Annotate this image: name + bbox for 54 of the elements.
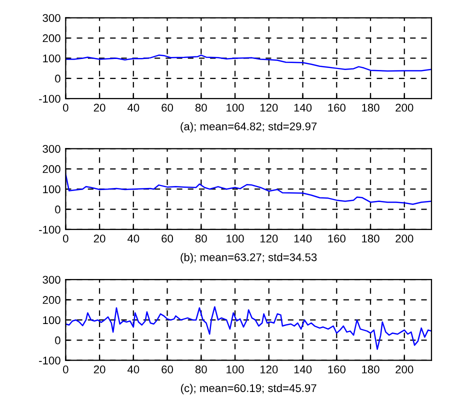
x-tick-label: 60 [162,104,174,112]
x-tick-label: 60 [162,234,174,243]
x-tick-label: 20 [94,104,106,112]
x-tick-label: 0 [63,366,68,374]
x-tick-label: 20 [94,234,106,243]
x-tick-label: 140 [294,104,312,112]
y-tick-label: 100 [43,185,60,194]
x-tick-label: 120 [260,366,278,374]
x-tick-label: 100 [226,366,244,374]
y-tick-label: 100 [43,54,60,62]
y-tick-label: 0 [55,74,60,83]
y-tick-label: 200 [42,34,60,42]
x-tick-label: 180 [362,234,380,243]
x-tick-label: 140 [294,366,312,374]
x-tick-label: 200 [396,234,414,243]
y-tick-label: -100 [39,356,60,364]
x-tick-label: 180 [362,104,380,112]
x-tick-label: 200 [396,366,414,374]
x-tick-label: 160 [328,234,346,243]
y-tick-label: 300 [42,144,60,153]
x-tick-label: 0 [63,234,68,243]
line-series [66,306,432,350]
line-series [66,173,432,205]
y-tick-label: 100 [43,316,60,324]
x-tick-label: 80 [195,234,207,243]
y-tick-label: -100 [39,226,60,234]
x-axis-title: (a); mean=64.82; std=29.97 [180,122,317,133]
y-tick-label: -100 [39,94,60,103]
x-tick-label: 160 [328,104,346,112]
x-tick-label: 100 [226,104,244,112]
x-tick-label: 120 [260,234,278,243]
line-series [66,54,432,72]
y-tick-label: 300 [42,276,60,284]
x-tick-label: 140 [294,234,312,243]
x-tick-label: 100 [226,234,244,243]
x-tick-label: 40 [127,104,140,112]
y-tick-label: 0 [55,206,60,214]
y-tick-label: 200 [42,296,60,304]
x-tick-label: 80 [195,104,207,112]
x-tick-label: 180 [362,366,380,374]
x-axis-title: (c); mean=60.19; std=45.97 [181,384,316,394]
x-tick-label: 60 [162,366,174,374]
x-tick-label: 40 [127,366,140,374]
x-tick-label: 0 [63,104,68,112]
x-tick-label: 20 [94,366,106,374]
y-tick-label: 0 [55,336,60,344]
x-tick-label: 120 [260,104,278,112]
y-tick-label: 200 [42,165,60,174]
y-tick-label: 300 [42,14,60,22]
x-tick-label: 80 [195,366,207,374]
x-tick-label: 40 [127,234,140,243]
x-tick-label: 200 [396,104,414,112]
x-tick-label: 160 [328,366,346,374]
x-axis-title: (b); mean=63.27; std=34.53 [180,253,317,264]
